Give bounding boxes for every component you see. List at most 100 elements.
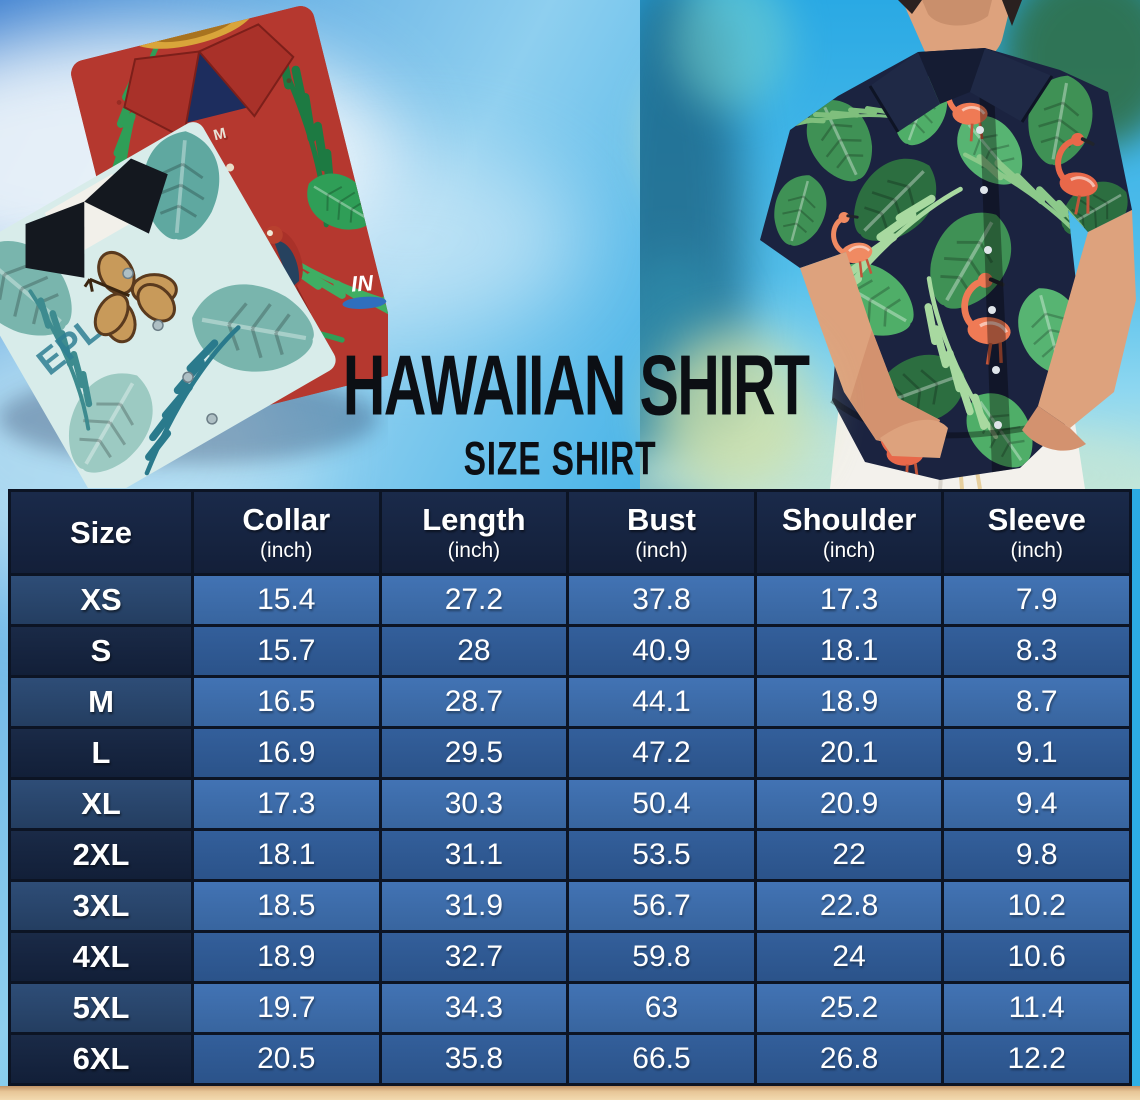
- column-header-label: Length: [422, 502, 526, 537]
- value-cell-XS-shoulder: 17.3: [756, 576, 942, 624]
- value-cell-M-bust: 44.1: [569, 678, 754, 726]
- tan-hibiscus-flower: [83, 250, 178, 344]
- value-cell-XL-sleeve: 9.4: [944, 780, 1129, 828]
- size-cell-XL: XL: [11, 780, 191, 828]
- teal-shirt-buttons: [122, 267, 218, 425]
- size-cell-5XL: 5XL: [11, 984, 191, 1032]
- teal-hawaiian-shirt: EPL: [0, 122, 336, 488]
- value-cell-2XL-bust: 53.5: [569, 831, 754, 879]
- svg-text:IN: IN: [350, 270, 375, 297]
- column-header-unit: (inch): [447, 539, 501, 562]
- size-cell-S: S: [11, 627, 191, 675]
- header-cell-collar: Collar (inch): [194, 492, 379, 573]
- man-arms: [800, 210, 1136, 458]
- value-cell-L-sleeve: 9.1: [944, 729, 1129, 777]
- page-subtitle: SIZE SHIRT: [463, 432, 657, 485]
- size-cell-3XL: 3XL: [11, 882, 191, 930]
- size-cell-XS: XS: [11, 576, 191, 624]
- value-cell-XL-length: 30.3: [381, 780, 567, 828]
- column-header-label: Shoulder: [781, 502, 917, 537]
- value-cell-5XL-length: 34.3: [381, 984, 567, 1032]
- column-header-label: Bust: [627, 502, 696, 537]
- value-cell-M-sleeve: 8.7: [944, 678, 1129, 726]
- value-cell-4XL-collar: 18.9: [194, 933, 379, 981]
- value-cell-S-shoulder: 18.1: [756, 627, 942, 675]
- value-cell-L-bust: 47.2: [569, 729, 754, 777]
- column-header-unit: (inch): [635, 539, 688, 562]
- folded-shirts-photo: M IN: [0, 3, 388, 488]
- man-left-hand: [880, 419, 948, 458]
- value-cell-3XL-length: 31.9: [381, 882, 567, 930]
- header-cell-shoulder: Shoulder (inch): [756, 492, 942, 573]
- value-cell-XS-collar: 15.4: [194, 576, 379, 624]
- red-shirt-logo: IN: [342, 270, 387, 309]
- value-cell-S-sleeve: 8.3: [944, 627, 1129, 675]
- column-header-label: Size: [69, 514, 133, 550]
- value-cell-6XL-sleeve: 12.2: [944, 1035, 1129, 1083]
- man-figure: [760, 0, 1136, 489]
- value-cell-S-bust: 40.9: [569, 627, 754, 675]
- column-header-label: Sleeve: [987, 502, 1086, 537]
- shirt-collar: [868, 48, 1054, 133]
- header-cell-length: Length (inch): [381, 492, 567, 573]
- value-cell-XL-bust: 50.4: [569, 780, 754, 828]
- value-cell-M-length: 28.7: [381, 678, 567, 726]
- value-cell-2XL-sleeve: 9.8: [944, 831, 1129, 879]
- value-cell-L-shoulder: 20.1: [756, 729, 942, 777]
- size-cell-6XL: 6XL: [11, 1035, 191, 1083]
- value-cell-S-collar: 15.7: [194, 627, 379, 675]
- value-cell-5XL-shoulder: 25.2: [756, 984, 942, 1032]
- value-cell-L-collar: 16.9: [194, 729, 379, 777]
- value-cell-XS-bust: 37.8: [569, 576, 754, 624]
- size-cell-M: M: [11, 678, 191, 726]
- value-cell-5XL-bust: 63: [569, 984, 754, 1032]
- value-cell-6XL-collar: 20.5: [194, 1035, 379, 1083]
- title-block: HAWAIIAN SHIRT SIZE SHIRT: [295, 344, 825, 485]
- value-cell-5XL-collar: 19.7: [194, 984, 379, 1032]
- value-cell-4XL-bust: 59.8: [569, 933, 754, 981]
- value-cell-4XL-shoulder: 24: [756, 933, 942, 981]
- value-cell-L-length: 29.5: [381, 729, 567, 777]
- value-cell-2XL-length: 31.1: [381, 831, 567, 879]
- value-cell-6XL-length: 35.8: [381, 1035, 567, 1083]
- value-cell-M-collar: 16.5: [194, 678, 379, 726]
- size-table: Size Collar (inch) Length (inch) Bust (i…: [8, 489, 1132, 1086]
- value-cell-3XL-shoulder: 22.8: [756, 882, 942, 930]
- value-cell-XL-shoulder: 20.9: [756, 780, 942, 828]
- header-cell-bust: Bust (inch): [569, 492, 754, 573]
- value-cell-3XL-sleeve: 10.2: [944, 882, 1129, 930]
- blurred-palm-leaf: [655, 330, 815, 490]
- size-cell-4XL: 4XL: [11, 933, 191, 981]
- column-header-unit: (inch): [1010, 539, 1063, 562]
- size-cell-2XL: 2XL: [11, 831, 191, 879]
- red-shirt-collar: M: [123, 23, 295, 145]
- value-cell-3XL-collar: 18.5: [194, 882, 379, 930]
- column-header-unit: (inch): [260, 539, 313, 562]
- header-cell-size: Size: [11, 492, 191, 573]
- red-shirt-size-tag: M: [212, 125, 228, 145]
- value-cell-XS-length: 27.2: [381, 576, 567, 624]
- beach-sand-strip: [0, 1086, 1140, 1100]
- blurred-sky-light: [670, 0, 790, 110]
- value-cell-2XL-collar: 18.1: [194, 831, 379, 879]
- size-cell-L: L: [11, 729, 191, 777]
- header-cell-sleeve: Sleeve (inch): [944, 492, 1129, 573]
- shirt-buttons: [976, 126, 1002, 429]
- value-cell-XS-sleeve: 7.9: [944, 576, 1129, 624]
- value-cell-M-shoulder: 18.9: [756, 678, 942, 726]
- value-cell-5XL-sleeve: 11.4: [944, 984, 1129, 1032]
- value-cell-2XL-shoulder: 22: [756, 831, 942, 879]
- man-right-hand: [1022, 406, 1086, 451]
- value-cell-3XL-bust: 56.7: [569, 882, 754, 930]
- value-cell-4XL-length: 32.7: [381, 933, 567, 981]
- column-header-unit: (inch): [822, 539, 876, 562]
- teal-shirt-collar: [25, 158, 168, 278]
- value-cell-6XL-shoulder: 26.8: [756, 1035, 942, 1083]
- value-cell-4XL-sleeve: 10.6: [944, 933, 1129, 981]
- value-cell-S-length: 28: [381, 627, 567, 675]
- column-header-label: Collar: [242, 502, 331, 537]
- page-title: HAWAIIAN SHIRT: [342, 338, 810, 434]
- value-cell-6XL-bust: 66.5: [569, 1035, 754, 1083]
- value-cell-XL-collar: 17.3: [194, 780, 379, 828]
